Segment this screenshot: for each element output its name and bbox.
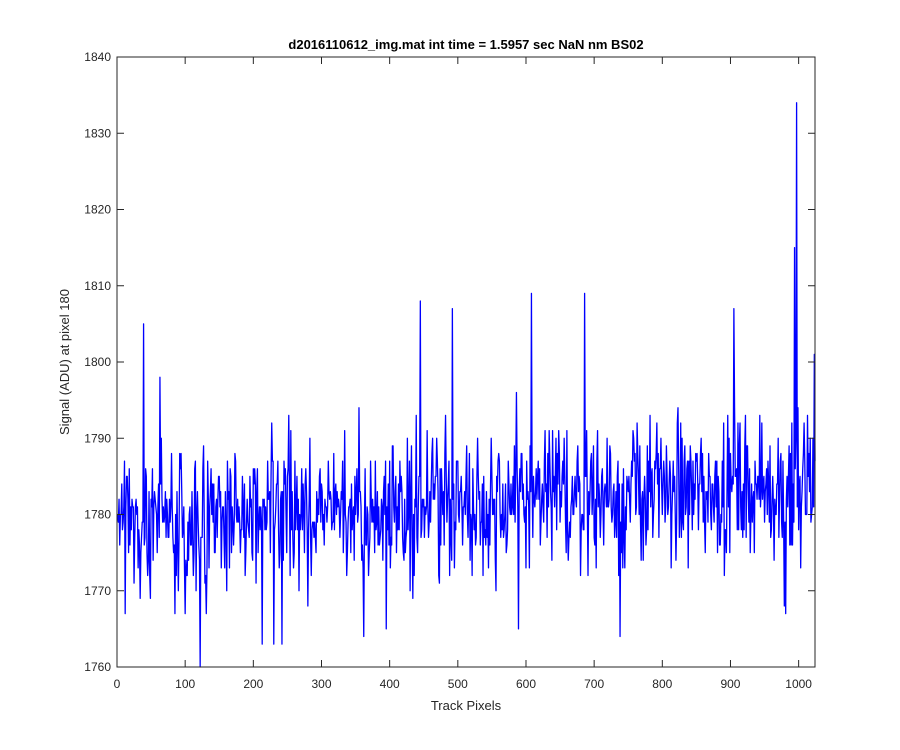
x-tick-label: 400 [380,677,400,691]
y-tick-label: 1770 [84,584,111,598]
x-tick-label: 0 [114,677,121,691]
series-layer [117,102,816,668]
y-tick-label: 1810 [84,279,111,293]
x-tick-label: 700 [584,677,604,691]
x-axis-ticks: 0 100 200 300 400 500 600 700 800 900 1000 [114,57,812,691]
x-tick-label: 600 [516,677,536,691]
plot-area [117,57,815,667]
y-tick-label: 1790 [84,431,111,445]
y-tick-label: 1800 [84,355,111,369]
y-tick-label: 1840 [84,50,111,64]
series-line-0 [117,102,816,668]
x-tick-label: 900 [720,677,740,691]
y-tick-label: 1830 [84,126,111,140]
x-tick-label: 200 [243,677,263,691]
x-tick-label: 300 [311,677,331,691]
x-axis-title: Track Pixels [431,698,502,713]
x-tick-label: 1000 [785,677,812,691]
y-axis-title: Signal (ADU) at pixel 180 [57,289,72,435]
x-tick-label: 800 [652,677,672,691]
y-tick-label: 1780 [84,508,111,522]
chart-title: d2016110612_img.mat int time = 1.5957 se… [288,37,643,52]
y-tick-label: 1760 [84,660,111,674]
y-axis-ticks: 1760 1770 1780 1790 1800 1810 1820 1830 1840 [84,50,815,674]
y-tick-label: 1820 [84,203,111,217]
x-tick-label: 500 [448,677,468,691]
x-tick-label: 100 [175,677,195,691]
